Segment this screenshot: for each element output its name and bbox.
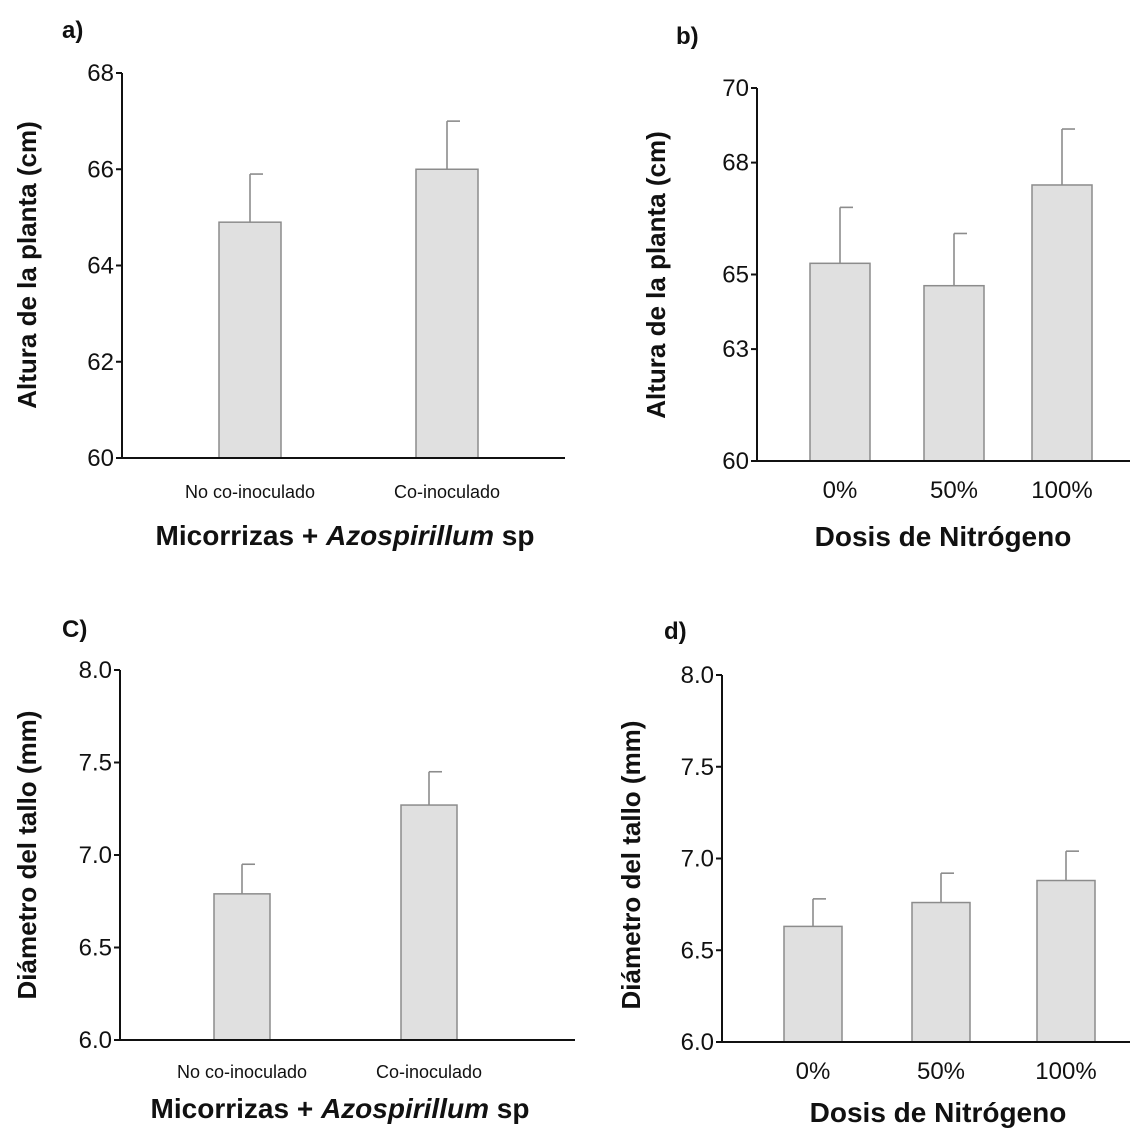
y-tick-label: 60	[722, 448, 749, 475]
panel-label: b)	[676, 23, 699, 50]
x-axis-title: Micorrizas + Azospirillum sp	[151, 1093, 530, 1124]
y-tick-label: 6.5	[79, 935, 112, 962]
bar	[400, 804, 458, 1041]
x-tick-label: 0%	[796, 1058, 831, 1085]
bar	[415, 168, 479, 459]
bar	[911, 901, 971, 1043]
y-tick-label: 65	[722, 262, 749, 289]
x-tick-label: 50%	[917, 1058, 965, 1085]
y-tick-label: 7.0	[79, 842, 112, 869]
x-axis-title: Dosis de Nitrógeno	[810, 1097, 1067, 1128]
x-tick-label: Co-inoculado	[394, 482, 500, 502]
bar	[1036, 879, 1096, 1043]
y-tick-label: 66	[87, 156, 114, 183]
y-axis-title: Altura de la planta (cm)	[641, 131, 671, 419]
y-tick-label: 63	[722, 336, 749, 363]
x-tick-label: 100%	[1031, 477, 1092, 504]
x-axis-title: Dosis de Nitrógeno	[815, 521, 1072, 552]
y-tick-label: 6.0	[681, 1029, 714, 1056]
y-tick-label: 7.5	[79, 750, 112, 777]
x-tick-label: No co-inoculado	[185, 482, 315, 502]
bar	[923, 284, 985, 462]
chart-panel-4: d) 6.0 6.5 7.0 7.5 8.0 0% 50% 100% Dosis de Nitró…	[616, 618, 1130, 1128]
y-tick-label: 8.0	[681, 662, 714, 689]
bar	[783, 925, 843, 1043]
y-tick-label: 7.0	[681, 846, 714, 873]
x-axis-title: Micorrizas + Azospirillum sp	[156, 520, 535, 551]
x-tick-label: 100%	[1035, 1058, 1096, 1085]
y-axis-title: Altura de la planta (cm)	[12, 121, 42, 409]
y-tick-label: 70	[722, 75, 749, 102]
y-tick-label: 7.5	[681, 754, 714, 781]
y-tick-label: 60	[87, 445, 114, 472]
panel-label: a)	[62, 17, 83, 44]
x-tick-label: No co-inoculado	[177, 1062, 307, 1082]
x-tick-label: Co-inoculado	[376, 1062, 482, 1082]
chart-panel-1: a) 60 62 64 66 68 No co-inoculado Co-inoculado M…	[12, 17, 565, 551]
bar	[809, 262, 871, 462]
panel-label: d)	[664, 618, 687, 645]
bar	[213, 893, 271, 1041]
chart-panel-3: C) 6.0 6.5 7.0 7.5 8.0 No co-inoculado Co-inocu…	[12, 616, 575, 1124]
bar	[218, 221, 282, 459]
x-tick-label: 0%	[823, 477, 858, 504]
chart-panel-2: b) 60 63 65 68 70 0% 50% 100% Dosis de Nitrógeno A…	[641, 23, 1130, 552]
bar	[1031, 184, 1093, 462]
y-axis-title: Diámetro del tallo (mm)	[616, 721, 646, 1010]
x-tick-label: 50%	[930, 477, 978, 504]
y-tick-label: 62	[87, 349, 114, 376]
panel-label: C)	[62, 616, 87, 643]
y-axis-title: Diámetro del tallo (mm)	[12, 711, 42, 1000]
y-tick-label: 68	[87, 60, 114, 87]
y-tick-label: 6.0	[79, 1027, 112, 1054]
y-tick-label: 8.0	[79, 657, 112, 684]
y-tick-label: 68	[722, 150, 749, 177]
y-tick-label: 64	[87, 253, 114, 280]
y-tick-label: 6.5	[681, 937, 714, 964]
